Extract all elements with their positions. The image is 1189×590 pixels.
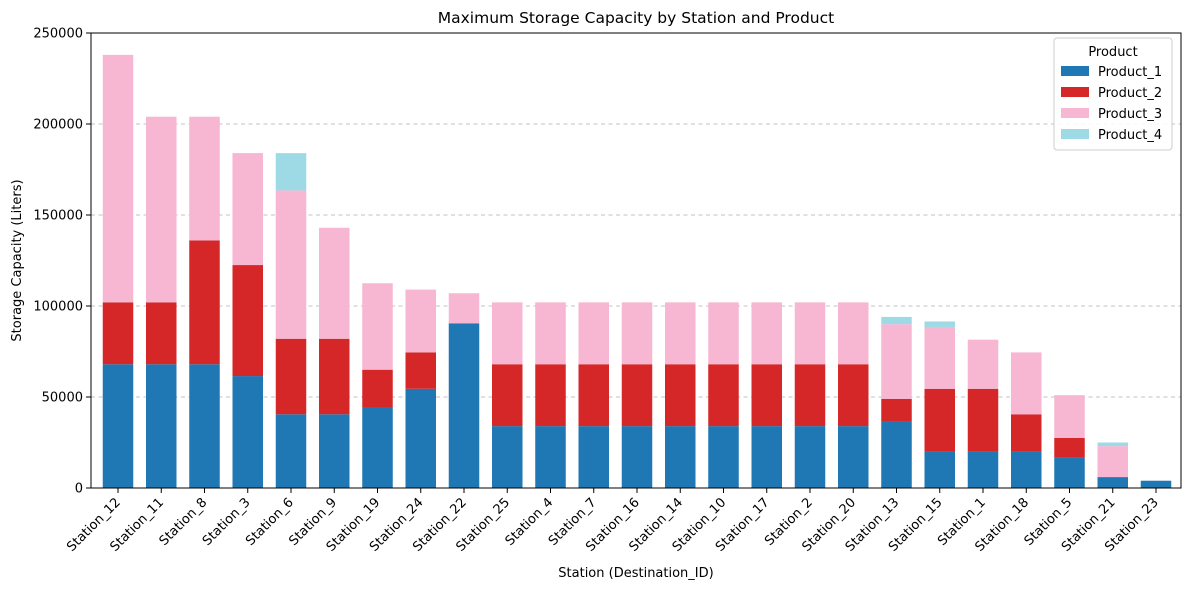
- bar-product-1-station-3: [232, 376, 263, 488]
- bar-product-1-station-5: [1054, 457, 1085, 488]
- bar-product-3-station-4: [535, 302, 566, 365]
- y-tick-label: 200000: [33, 118, 83, 133]
- bar-product-3-station-18: [1011, 352, 1042, 415]
- bar-product-1-station-11: [146, 364, 177, 488]
- bar-product-1-station-8: [189, 364, 220, 488]
- bar-product-4-station-21: [1097, 442, 1128, 447]
- bar-product-3-station-5: [1054, 395, 1085, 438]
- bar-product-1-station-7: [578, 426, 609, 488]
- legend-title: Product: [1088, 45, 1137, 60]
- bar-product-2-station-20: [838, 364, 869, 427]
- legend-swatch-product-3: [1061, 108, 1089, 118]
- bar-product-2-station-8: [189, 240, 220, 365]
- bar-product-2-station-24: [405, 352, 436, 389]
- bar-product-4-station-15: [924, 321, 955, 327]
- bar-product-3-station-17: [751, 302, 782, 365]
- bars: [102, 54, 1172, 488]
- bar-product-3-station-1: [967, 339, 999, 389]
- bar-product-4-station-6: [275, 153, 307, 191]
- bar-product-2-station-10: [708, 364, 739, 427]
- bar-product-3-station-25: [492, 302, 523, 365]
- bar-product-2-station-15: [924, 388, 955, 452]
- bar-product-1-station-24: [405, 388, 436, 488]
- bar-product-3-station-2: [794, 302, 826, 365]
- bar-product-1-station-13: [881, 421, 912, 488]
- bar-product-1-station-23: [1140, 480, 1172, 488]
- bar-product-1-station-14: [665, 426, 696, 488]
- bar-product-2-station-9: [319, 338, 350, 415]
- bar-product-2-station-16: [621, 364, 653, 427]
- bar-product-1-station-17: [751, 426, 782, 488]
- legend: Product Product_1 Product_2 Product_3 Produ…: [1053, 37, 1173, 151]
- bar-product-1-station-21: [1097, 477, 1128, 488]
- bar-product-1-station-15: [924, 451, 955, 488]
- y-tick-label: 0: [75, 482, 83, 497]
- bar-product-1-station-2: [794, 426, 826, 488]
- x-axis-title: Station (Destination_ID): [558, 566, 713, 581]
- y-tick-label: 100000: [33, 300, 83, 315]
- x-axis: Station_12Station_11Station_8Station_3St…: [64, 488, 1162, 555]
- bar-product-3-station-6: [275, 190, 307, 339]
- bar-product-1-station-22: [448, 323, 480, 488]
- bar-product-3-station-19: [362, 283, 393, 370]
- bar-product-3-station-24: [405, 289, 436, 353]
- bar-product-2-station-11: [146, 302, 177, 365]
- bar-product-2-station-14: [665, 364, 696, 427]
- bar-product-3-station-11: [146, 116, 177, 303]
- bar-product-3-station-9: [319, 227, 350, 339]
- bar-product-4-station-13: [881, 316, 912, 325]
- legend-label-product-1: Product_1: [1098, 65, 1162, 80]
- bar-product-3-station-14: [665, 302, 696, 365]
- bar-product-3-station-20: [838, 302, 869, 365]
- bar-product-3-station-13: [881, 324, 912, 399]
- bar-product-1-station-16: [621, 426, 653, 488]
- bar-product-1-station-20: [838, 426, 869, 488]
- y-axis-title: Storage Capacity (Liters): [10, 179, 25, 341]
- bar-product-2-station-4: [535, 364, 566, 427]
- bar-product-3-station-3: [232, 153, 263, 266]
- bar-product-3-station-21: [1097, 446, 1128, 478]
- bar-product-2-station-13: [881, 398, 912, 422]
- bar-product-3-station-12: [102, 54, 134, 303]
- y-axis: 0 50000 100000 150000 200000 250000: [33, 27, 91, 497]
- bar-product-3-station-7: [578, 302, 609, 365]
- bar-product-2-station-19: [362, 369, 393, 408]
- legend-swatch-product-4: [1061, 129, 1089, 139]
- bar-product-3-station-22: [448, 293, 480, 324]
- bar-product-2-station-12: [102, 302, 134, 365]
- y-tick-label: 50000: [42, 391, 83, 406]
- bar-product-2-station-17: [751, 364, 782, 427]
- bar-product-1-station-9: [319, 414, 350, 488]
- bar-product-3-station-15: [924, 326, 955, 389]
- legend-label-product-3: Product_3: [1098, 107, 1162, 122]
- legend-label-product-4: Product_4: [1098, 128, 1162, 143]
- bar-product-2-station-6: [275, 338, 307, 415]
- bar-product-3-station-16: [621, 302, 653, 365]
- y-tick-label: 250000: [33, 27, 83, 42]
- bar-product-1-station-18: [1011, 451, 1042, 488]
- bar-product-1-station-12: [102, 364, 134, 488]
- bar-product-2-station-1: [967, 388, 999, 452]
- bar-product-2-station-7: [578, 364, 609, 427]
- bar-product-1-station-10: [708, 426, 739, 488]
- bar-product-1-station-25: [492, 426, 523, 488]
- legend-label-product-2: Product_2: [1098, 86, 1162, 101]
- bar-product-1-station-4: [535, 426, 566, 488]
- legend-swatch-product-2: [1061, 87, 1089, 97]
- bar-product-2-station-18: [1011, 414, 1042, 452]
- bar-product-2-station-5: [1054, 437, 1085, 458]
- bar-product-2-station-3: [232, 265, 263, 377]
- bar-product-2-station-25: [492, 364, 523, 427]
- bar-product-2-station-2: [794, 364, 826, 427]
- bar-product-1-station-19: [362, 407, 393, 488]
- y-tick-label: 150000: [33, 209, 83, 224]
- bar-product-1-station-1: [967, 451, 999, 488]
- chart-title: Maximum Storage Capacity by Station and …: [438, 9, 834, 27]
- bar-product-3-station-8: [189, 116, 220, 241]
- plot-frame: [90, 32, 1182, 489]
- bar-product-1-station-6: [275, 414, 307, 488]
- legend-swatch-product-1: [1061, 66, 1089, 76]
- bar-product-3-station-10: [708, 302, 739, 365]
